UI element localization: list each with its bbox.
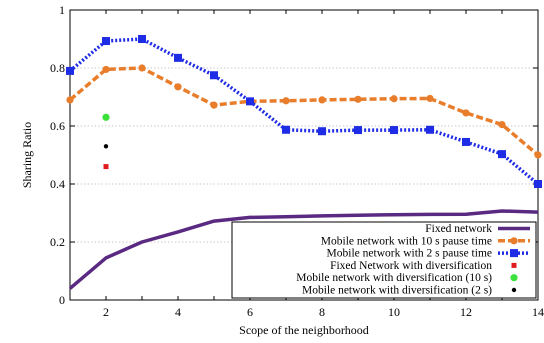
data-point-series-1 [66,96,74,104]
x-tick-label: 8 [319,305,325,319]
data-point-series-1 [534,151,542,159]
data-point-series-2 [318,127,326,136]
y-axis-label: Sharing Ratio [20,122,34,188]
legend-marker-1 [510,237,518,245]
data-point-series-2 [102,37,110,46]
y-tick-label: 0.6 [50,119,65,133]
data-point-series-2 [354,126,362,135]
y-tick-label: 0.2 [50,235,65,249]
legend-label-mobile-10s: Mobile network with 10 s pause time [321,235,492,247]
data-point-series-2 [138,35,146,43]
data-point-series-1 [354,95,362,103]
legend: Fixed network Mobile network with 10 s p… [231,221,537,299]
x-axis-label: Scope of the neighborhood [239,323,369,337]
diversification-points [102,113,110,170]
data-point-series-2 [174,53,182,62]
legend-label-fixed-diversification: Fixed Network with diversification [330,260,492,272]
data-point-series-2 [282,125,290,134]
y-tick-label: 0.4 [50,177,65,191]
legend-label-mobile-2s: Mobile network with 2 s pause time [327,248,492,260]
data-point-series-1 [426,94,434,103]
data-point-series-2 [498,150,506,159]
legend-label-mobile-diversification-10s: Mobile network with diversification (10 … [296,272,492,284]
data-point-series-2 [534,180,542,188]
y-tick-label: 0.8 [50,61,65,75]
legend-label-mobile-diversification-2s: Mobile network with diversification (2 s… [302,285,492,297]
x-tick-label: 10 [388,305,400,319]
x-tick-label: 14 [532,305,544,319]
x-tick-label: 2 [103,305,109,319]
data-point-series-1 [210,101,218,109]
legend-marker-4 [510,274,518,282]
legend-symbols [498,226,530,293]
data-point-series-2 [426,125,434,134]
x-tick-label: 4 [175,305,181,319]
legend-marker-2 [510,249,518,258]
data-point-series-2 [462,137,470,146]
series-layer [66,35,542,290]
data-point-series-1 [390,95,398,103]
y-tick-label: 1 [59,3,65,17]
diversification-point-0 [103,164,109,170]
legend-marker-3 [511,262,517,268]
legend-marker-5 [511,287,517,293]
x-tick-label: 6 [247,305,253,319]
series-line-1 [68,66,540,157]
data-point-series-1 [318,96,326,104]
data-point-series-2 [210,71,218,80]
data-point-series-2 [66,66,74,75]
series-line-0 [68,209,539,290]
data-point-series-1 [462,109,470,117]
data-point-series-1 [138,64,146,72]
legend-box [231,221,537,299]
data-point-series-1 [282,97,290,105]
axis-ticks: 00.20.40.60.812 4 6 8 10 12 14 [50,3,544,319]
legend-label-fixed-network: Fixed network [425,223,492,235]
series-line-2 [68,37,540,186]
x-tick-label: 12 [460,305,472,319]
data-point-series-2 [390,126,398,135]
data-point-series-1 [174,83,182,91]
diversification-point-1 [102,113,110,121]
y-tick-label: 0 [59,293,65,307]
data-point-series-2 [246,97,254,106]
diversification-point-2 [103,144,109,149]
data-point-series-1 [102,65,110,74]
data-point-series-1 [498,120,506,129]
